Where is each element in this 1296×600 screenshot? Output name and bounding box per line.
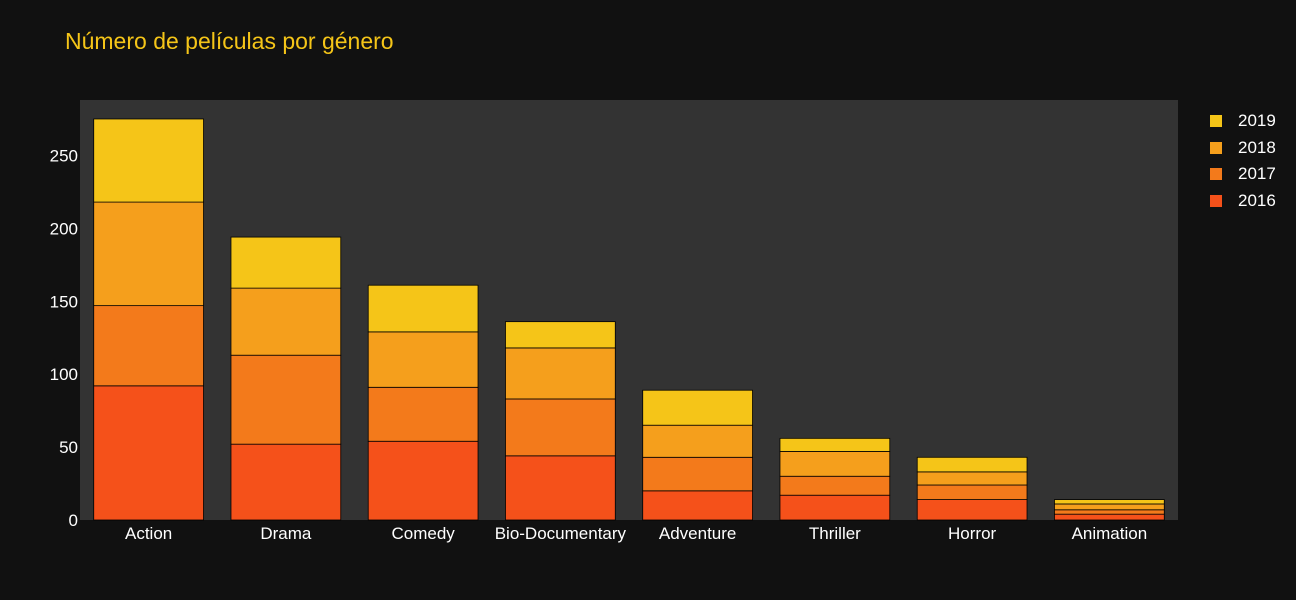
bar-adventure-2019[interactable]: [642, 389, 753, 426]
legend-swatch-2016: [1210, 194, 1222, 207]
bar-bio-documentary-2019[interactable]: [505, 321, 616, 349]
legend-label-2016: 2016: [1238, 190, 1276, 210]
bar-action-2018[interactable]: [93, 201, 204, 307]
x-tick-label: Comedy: [391, 524, 455, 543]
legend-item-2016[interactable]: 2016: [1210, 188, 1276, 215]
legend-item-2019[interactable]: 2019: [1210, 108, 1276, 135]
bar-comedy-2016[interactable]: [367, 440, 479, 521]
bar-bio-documentary-2016[interactable]: [505, 455, 616, 521]
bar-thriller-2018[interactable]: [779, 451, 891, 477]
bar-animation-2019[interactable]: [1054, 499, 1165, 505]
bar-thriller-2017[interactable]: [779, 475, 891, 496]
bar-animation-2016[interactable]: [1054, 513, 1165, 521]
legend-swatch-2017: [1210, 168, 1222, 181]
y-axis: 0 50 100 150 200 250: [50, 146, 78, 530]
bar-comedy-2019[interactable]: [367, 284, 479, 333]
bar-comedy-2018[interactable]: [367, 331, 479, 388]
bar-drama-2017[interactable]: [230, 354, 342, 445]
legend-swatch-2018: [1210, 141, 1222, 154]
legend-item-2017[interactable]: 2017: [1210, 161, 1276, 188]
legend-label-2017: 2017: [1238, 164, 1276, 184]
x-tick-label: Bio-Documentary: [495, 524, 627, 543]
bar-action-2016[interactable]: [93, 385, 204, 521]
legend-label-2018: 2018: [1238, 137, 1276, 157]
bar-comedy-2017[interactable]: [367, 386, 479, 442]
x-axis: Action Drama Comedy Bio-Documentary Adventur…: [125, 524, 1147, 543]
y-tick-label: 0: [69, 511, 78, 530]
y-tick-label: 200: [50, 219, 78, 238]
x-tick-label: Action: [125, 524, 172, 543]
bar-drama-2018[interactable]: [230, 287, 342, 356]
bar-adventure-2017[interactable]: [642, 456, 753, 492]
bar-bio-documentary-2017[interactable]: [505, 398, 616, 457]
x-tick-label: Thriller: [809, 524, 861, 543]
legend: 2019 2018 2017 2016: [1210, 108, 1276, 214]
bar-action-2017[interactable]: [93, 305, 204, 387]
bar-drama-2016[interactable]: [230, 443, 342, 521]
bar-thriller-2019[interactable]: [779, 437, 891, 452]
chart-title: Número de películas por género: [65, 28, 394, 54]
y-tick-label: 100: [50, 365, 78, 384]
x-tick-label: Animation: [1072, 524, 1148, 543]
bar-animation-2017[interactable]: [1054, 509, 1165, 515]
bars-layer: [93, 118, 1165, 521]
x-tick-label: Adventure: [659, 524, 737, 543]
legend-item-2018[interactable]: 2018: [1210, 135, 1276, 162]
y-tick-label: 50: [59, 438, 78, 457]
bar-horror-2017[interactable]: [916, 484, 1028, 500]
x-tick-label: Drama: [260, 524, 312, 543]
bar-adventure-2018[interactable]: [642, 424, 753, 458]
bar-thriller-2016[interactable]: [779, 494, 891, 521]
bar-animation-2018[interactable]: [1054, 503, 1165, 511]
bar-horror-2016[interactable]: [916, 499, 1028, 521]
y-tick-label: 250: [50, 146, 78, 165]
y-tick-label: 150: [50, 292, 78, 311]
legend-label-2019: 2019: [1238, 111, 1276, 131]
legend-swatch-2019: [1210, 115, 1222, 128]
bar-action-2019[interactable]: [93, 118, 204, 203]
bar-adventure-2016[interactable]: [642, 490, 753, 521]
bar-bio-documentary-2018[interactable]: [505, 347, 616, 400]
bar-horror-2019[interactable]: [916, 456, 1028, 473]
bar-horror-2018[interactable]: [916, 471, 1028, 486]
bar-drama-2019[interactable]: [230, 236, 342, 289]
x-tick-label: Horror: [948, 524, 997, 543]
